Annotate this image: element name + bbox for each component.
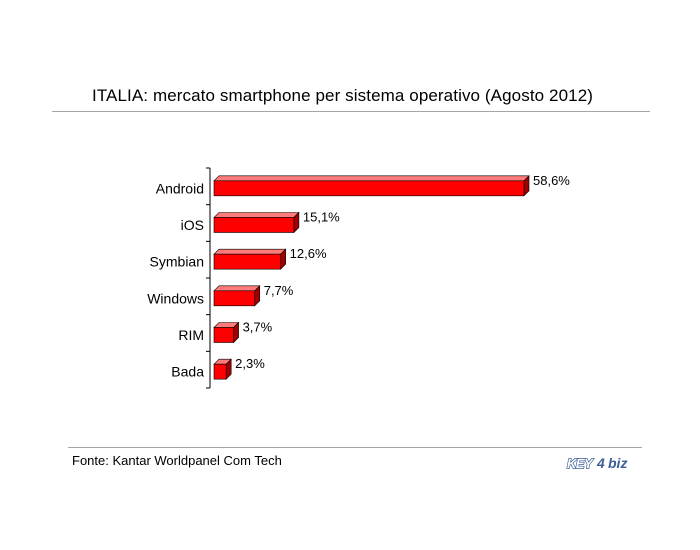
bar-top-ios bbox=[213, 212, 300, 218]
category-label-windows: Windows bbox=[147, 290, 204, 306]
bar-top-windows bbox=[213, 285, 261, 292]
source-note: Fonte: Kantar Worldpanel Com Tech bbox=[72, 453, 282, 468]
logo-key: KEY bbox=[567, 456, 594, 471]
bar-top-android bbox=[213, 175, 530, 182]
category-label-ios: iOS bbox=[181, 217, 204, 233]
value-label-windows: 7,7% bbox=[264, 283, 294, 298]
category-label-bada: Bada bbox=[171, 364, 204, 380]
chart-title: ITALIA: mercato smartphone per sistema o… bbox=[92, 86, 594, 105]
bar-windows bbox=[213, 290, 256, 307]
bar-ios bbox=[213, 217, 295, 233]
value-label-ios: 15,1% bbox=[303, 210, 340, 225]
value-label-bada: 2,3% bbox=[235, 356, 265, 371]
logo-digit: 4 bbox=[596, 455, 605, 471]
key4biz-logo: KEY 4 biz bbox=[566, 455, 627, 472]
category-label-rim: RIM bbox=[178, 327, 204, 343]
category-label-symbian: Symbian bbox=[150, 254, 204, 270]
footer-divider bbox=[68, 447, 642, 448]
bar-bada bbox=[213, 363, 227, 380]
value-label-symbian: 12,6% bbox=[290, 246, 327, 261]
bar-top-symbian bbox=[213, 248, 287, 255]
title-divider bbox=[52, 111, 650, 112]
value-label-rim: 3,7% bbox=[243, 320, 273, 335]
bar-rim bbox=[213, 327, 234, 343]
logo-biz: biz bbox=[608, 455, 627, 471]
bar-symbian bbox=[213, 253, 281, 270]
category-label-android: Android bbox=[156, 180, 204, 196]
value-label-android: 58,6% bbox=[533, 173, 570, 188]
bar-android bbox=[213, 180, 525, 197]
